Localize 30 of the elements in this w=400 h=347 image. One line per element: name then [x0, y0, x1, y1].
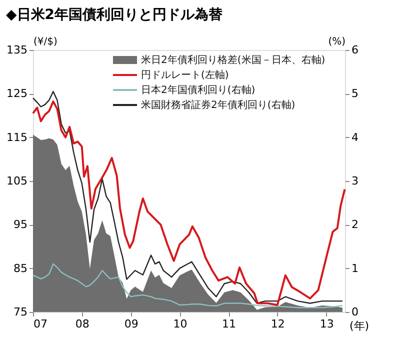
- x-tick-label: 12: [270, 318, 285, 330]
- line-series: [32, 263, 344, 308]
- y2-tick-label: 5: [352, 87, 358, 100]
- y2-tick-label: 1: [352, 262, 358, 275]
- legend-label: 円ドルレート(左軸): [141, 69, 229, 81]
- y2-tick-label: 4: [352, 130, 358, 144]
- y-tick-label: 75: [14, 306, 28, 318]
- x-tick-label: 11: [222, 318, 236, 330]
- y2-tick-label: 3: [352, 174, 358, 188]
- legend-label: 米日2年債利回り格差(米国－日本、右軸): [141, 54, 326, 66]
- y2-tick-label: 2: [352, 218, 358, 232]
- y-tick-label: 115: [6, 130, 28, 144]
- x-axis-title: (年): [350, 320, 370, 332]
- y2-axis-title: (%): [328, 36, 346, 48]
- y-tick-label: 105: [6, 174, 28, 188]
- y-tick-label: 85: [14, 262, 28, 275]
- y-tick-label: 125: [6, 87, 28, 100]
- y-tick-label: 95: [14, 218, 28, 232]
- x-tick-label: 07: [34, 318, 48, 330]
- x-tick-label: 08: [75, 318, 90, 330]
- y2-tick-label: 6: [352, 44, 358, 56]
- x-tick-label: 13: [320, 318, 334, 330]
- legend-label: 米国財務省証券2年債利回り(右軸): [141, 99, 296, 111]
- y-tick-label: 135: [6, 44, 28, 56]
- y2-tick-label: 0: [352, 306, 358, 318]
- x-tick-label: 09: [124, 318, 138, 330]
- chart-title: ◆日米2年国債利回りと円ドル為替: [6, 7, 224, 23]
- y-axis-title: (¥/$): [34, 36, 58, 48]
- x-tick-label: 10: [173, 318, 188, 330]
- legend-label: 日本2年国債利回り(右軸): [141, 84, 256, 96]
